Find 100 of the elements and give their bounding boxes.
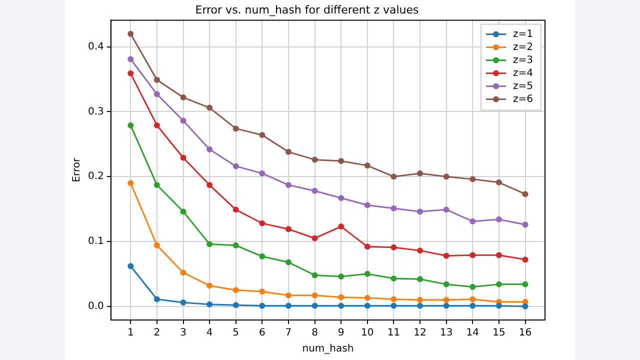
point (390, 174, 397, 180)
point (338, 158, 344, 164)
x-tick-label: 14 (466, 328, 480, 339)
point (470, 284, 476, 290)
point (232, 302, 239, 308)
point (206, 104, 213, 111)
point (496, 281, 502, 288)
point (390, 275, 397, 282)
point (443, 281, 450, 288)
point (206, 301, 213, 308)
point (128, 70, 134, 76)
point (417, 248, 424, 254)
y-tick-label: 0.2 (88, 171, 104, 182)
point (338, 294, 344, 300)
x-tick-label: 16 (518, 328, 532, 339)
point (443, 252, 450, 259)
point (470, 218, 476, 224)
point (154, 296, 160, 302)
point (259, 288, 266, 294)
point (285, 302, 292, 309)
point (312, 302, 318, 309)
x-axis-title: num_hash (302, 344, 354, 355)
point (154, 76, 160, 83)
legend-label: z=1 (513, 28, 534, 40)
point (259, 302, 266, 309)
point (154, 122, 160, 128)
point (496, 302, 502, 309)
x-tick-label: 5 (232, 328, 240, 339)
point (443, 174, 450, 180)
legend-label: z=4 (513, 68, 534, 79)
x-tick-label: 12 (414, 328, 426, 339)
point (128, 263, 134, 270)
point (470, 296, 476, 302)
point (180, 270, 186, 276)
legend-label: z=5 (513, 80, 534, 92)
point (180, 94, 186, 100)
point (496, 216, 502, 222)
point (285, 148, 292, 155)
point (154, 182, 160, 188)
point (285, 292, 292, 298)
point (390, 302, 397, 309)
chart-title: Error vs. num_hash for different z values (195, 3, 420, 16)
point (338, 274, 344, 280)
point (417, 302, 424, 309)
point (232, 163, 239, 170)
point (180, 118, 186, 124)
point (417, 208, 424, 215)
point (470, 252, 476, 258)
point (312, 235, 318, 242)
x-tick-label: 8 (312, 328, 318, 339)
point (312, 188, 318, 194)
point (470, 176, 476, 182)
point (522, 222, 528, 228)
point (180, 208, 186, 215)
point (259, 253, 266, 260)
x-tick-label: 9 (338, 328, 344, 339)
point (364, 202, 370, 208)
point (259, 220, 266, 226)
point (128, 56, 134, 62)
x-tick-label: 1 (127, 328, 134, 339)
point (364, 270, 370, 277)
point (522, 256, 528, 263)
point (522, 191, 528, 198)
x-tick-label: 3 (180, 328, 186, 339)
point (285, 259, 292, 266)
point (417, 170, 424, 176)
x-tick-label: 11 (387, 328, 400, 339)
point (180, 299, 186, 306)
point (364, 302, 370, 309)
point (285, 182, 292, 188)
point (443, 296, 450, 303)
y-axis-title: Error (72, 157, 83, 182)
x-tick-label: 4 (206, 328, 213, 339)
point (206, 182, 213, 188)
point (390, 296, 397, 302)
x-tick-label: 13 (440, 328, 453, 339)
x-tick-label: 7 (285, 328, 292, 339)
point (338, 302, 344, 309)
x-tick-label: 10 (361, 328, 374, 339)
point (312, 156, 318, 163)
point (470, 302, 476, 309)
point (154, 242, 160, 248)
point (417, 296, 424, 303)
point (128, 30, 134, 37)
point (338, 195, 344, 202)
point (259, 132, 266, 138)
point (443, 302, 450, 309)
point (522, 303, 528, 310)
x-tick-label: 2 (154, 328, 160, 339)
point (364, 162, 370, 169)
point (417, 276, 424, 282)
x-tick-label: 15 (492, 328, 506, 339)
point (206, 241, 213, 248)
point (312, 272, 318, 278)
point (496, 179, 502, 186)
legend-label: z=3 (513, 54, 534, 66)
point (232, 242, 239, 248)
point (285, 226, 292, 232)
y-tick-label: 0.1 (88, 236, 104, 248)
point (232, 287, 239, 294)
